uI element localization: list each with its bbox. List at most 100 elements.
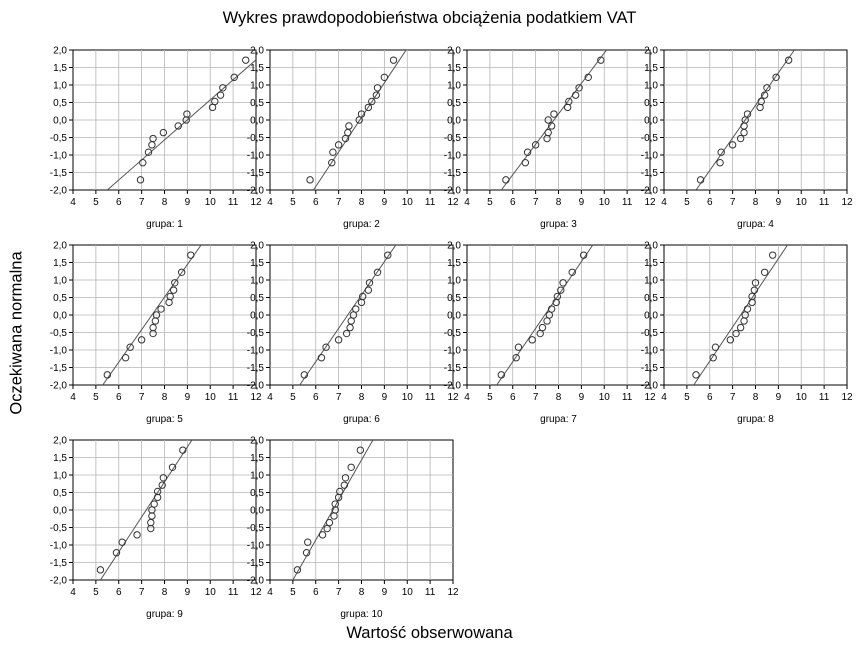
data-point (183, 110, 191, 118)
y-tick-label: 1,0 (447, 81, 461, 92)
data-point (550, 110, 558, 118)
data-point (159, 474, 168, 482)
x-tick-label: 12 (250, 392, 262, 403)
x-tick-label: 5 (93, 587, 99, 598)
data-point (159, 128, 168, 137)
data-point (547, 122, 556, 130)
data-point (96, 566, 105, 574)
data-point (373, 84, 382, 92)
data-point (342, 329, 351, 338)
x-tick-label: 6 (510, 392, 516, 403)
data-point (748, 292, 756, 301)
plot-panel: 4 5 6 7 8 9 10 11 12 2,0 1,5 1,0 0,5 0,0 -0,5 -1,0 -1,5 -… (247, 241, 459, 426)
data-point (579, 251, 588, 259)
reference-line (695, 50, 795, 190)
data-point (380, 73, 389, 82)
data-point (317, 354, 326, 362)
data-point (760, 268, 769, 276)
data-point (118, 538, 126, 546)
y-tick-label: -0,5 (247, 523, 265, 534)
y-tick-label: 0,0 (250, 311, 264, 322)
x-tick-label: 6 (510, 197, 516, 208)
data-point (709, 354, 717, 362)
panel-label: grupa: 1 (146, 219, 183, 230)
y-tick-label: -2,0 (444, 381, 462, 392)
data-point (365, 279, 374, 287)
x-tick-label: 10 (402, 197, 414, 208)
x-tick-label: 7 (730, 197, 736, 208)
data-point (103, 371, 112, 379)
data-point (772, 73, 780, 82)
data-point (784, 56, 793, 64)
data-point (750, 286, 759, 294)
panel-label: grupa: 4 (737, 219, 774, 230)
y-tick-label: -1,0 (247, 151, 265, 162)
y-tick-label: 0,0 (447, 116, 461, 127)
y-tick-label: -2,0 (641, 186, 659, 197)
data-point (331, 500, 339, 508)
data-point (136, 176, 145, 184)
x-tick-label: 8 (162, 587, 168, 598)
x-tick-label: 9 (185, 197, 191, 208)
x-tick-label: 5 (290, 197, 296, 208)
reference-line (292, 440, 374, 580)
y-tick-label: -2,0 (50, 576, 68, 587)
panel-label: grupa: 6 (343, 414, 380, 425)
x-tick-label: 4 (70, 392, 76, 403)
x-tick-label: 6 (116, 587, 122, 598)
y-tick-label: -0,5 (50, 523, 68, 534)
y-tick-label: -1,0 (247, 346, 265, 357)
x-tick-label: 12 (250, 587, 262, 598)
data-point (211, 97, 219, 106)
reference-line (299, 245, 397, 385)
x-tick-label: 12 (644, 392, 656, 403)
y-tick-label: 1,5 (447, 63, 461, 74)
x-tick-label: 4 (267, 197, 273, 208)
data-point (368, 97, 376, 106)
x-tick-label: 11 (819, 392, 830, 403)
y-tick-label: 2,0 (250, 241, 264, 252)
y-tick-label: 0,5 (447, 293, 461, 304)
y-tick-label: 2,0 (447, 46, 461, 57)
x-tick-label: 9 (185, 587, 191, 598)
y-tick-label: 0,0 (644, 311, 658, 322)
x-tick-label: 12 (644, 197, 656, 208)
data-point (763, 84, 771, 92)
y-tick-label: -1,5 (641, 363, 659, 374)
x-tick-label: 7 (139, 392, 145, 403)
x-tick-label: 11 (228, 392, 239, 403)
y-tick-label: -1,0 (50, 346, 68, 357)
data-point (528, 336, 536, 344)
data-point (728, 141, 737, 149)
plot-panel: 4 5 6 7 8 9 10 11 12 2,0 1,5 1,0 0,5 0,0 -0,5 -1,0 -1,5 -… (247, 46, 459, 231)
reference-line (496, 245, 594, 385)
y-tick-label: -0,5 (444, 328, 462, 339)
data-point (356, 446, 365, 454)
x-tick-label: 11 (622, 392, 633, 403)
y-tick-label: -1,5 (444, 168, 462, 179)
data-point (711, 343, 720, 351)
data-point (179, 446, 187, 454)
y-tick-label: 2,0 (447, 241, 461, 252)
y-tick-label: -1,5 (247, 558, 265, 569)
y-tick-label: 0,5 (644, 293, 658, 304)
x-tick-label: 4 (464, 392, 470, 403)
data-point (768, 251, 777, 259)
x-tick-label: 11 (228, 587, 239, 598)
panel-label: grupa: 2 (343, 219, 380, 230)
y-tick-label: 2,0 (53, 46, 67, 57)
x-tick-label: 9 (579, 197, 585, 208)
x-tick-label: 5 (93, 197, 99, 208)
y-tick-label: -0,5 (50, 133, 68, 144)
plot-panel: 4 5 6 7 8 9 10 11 12 2,0 1,5 1,0 0,5 0,0 -0,5 -1,0 -1,5 -… (50, 46, 262, 231)
data-point (497, 371, 506, 379)
y-tick-label: -0,5 (444, 133, 462, 144)
y-tick-label: 0,5 (250, 98, 264, 109)
data-point (389, 56, 398, 64)
x-tick-label: 5 (487, 392, 493, 403)
x-tick-label: 11 (425, 587, 436, 598)
x-tick-label: 8 (753, 392, 759, 403)
y-tick-label: -1,5 (444, 363, 462, 374)
x-tick-label: 10 (402, 587, 414, 598)
data-point (334, 336, 343, 344)
